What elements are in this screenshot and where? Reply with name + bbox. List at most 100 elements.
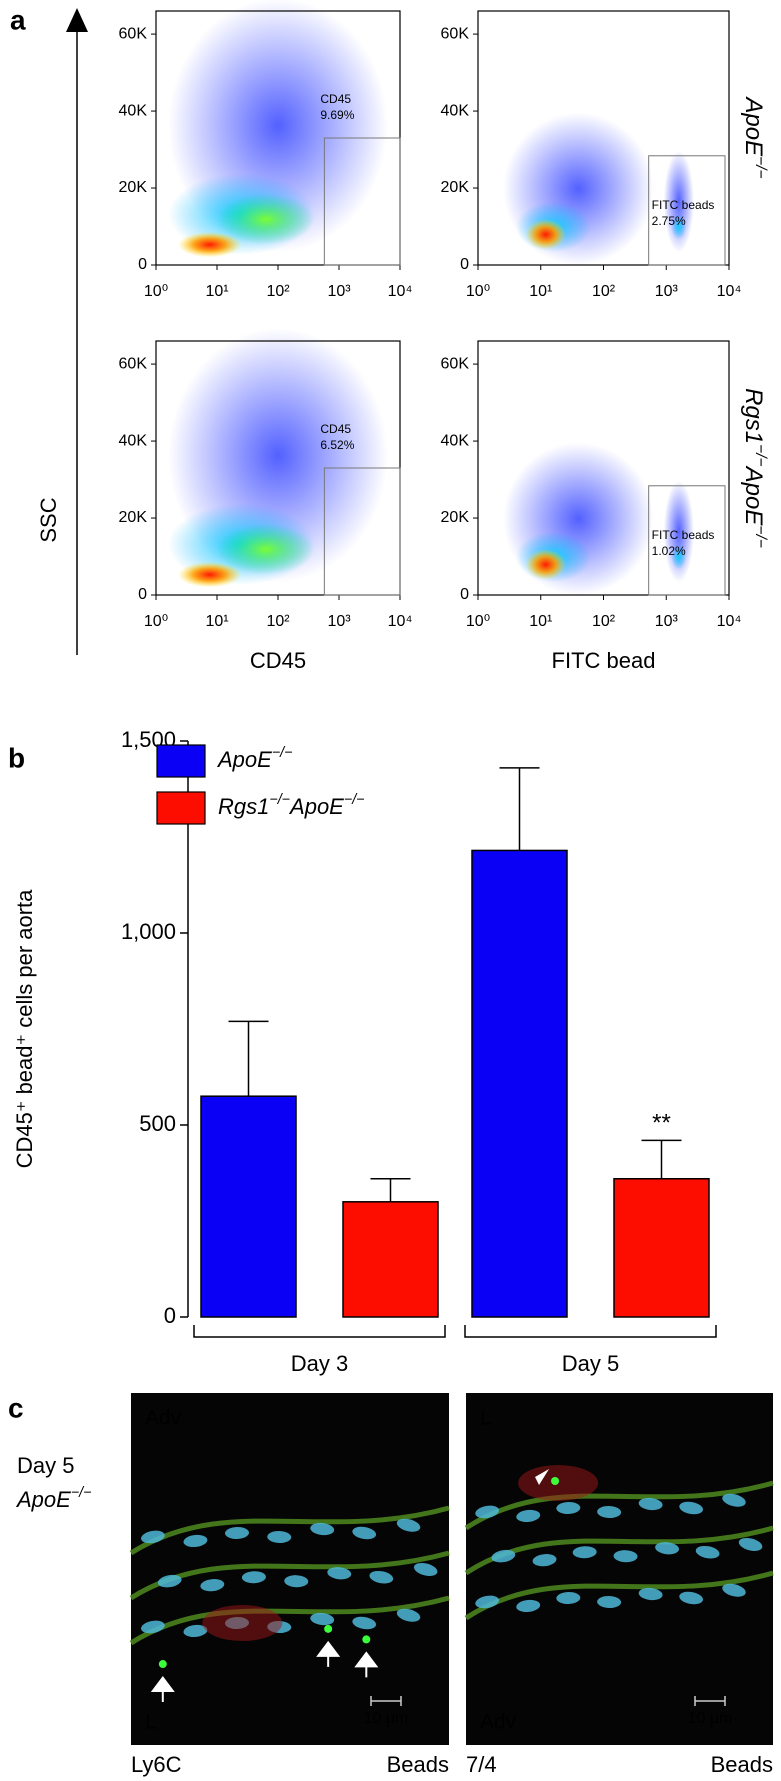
flow-plot: 10⁰ 10¹ 10² 10³ 10⁴ 0 20K 40K 60K CD45 9.69% — [119, 0, 412, 300]
gate-percent: 6.52% — [320, 438, 354, 452]
row-label: ApoE−/− — [15, 1485, 92, 1512]
bead — [324, 1624, 333, 1633]
nucleus — [638, 1587, 663, 1601]
significance: ** — [652, 1110, 671, 1137]
region-label: Adv — [145, 1407, 182, 1430]
region-label: Adv — [480, 1711, 517, 1734]
y-tick-label: 60K — [119, 355, 148, 372]
nucleus — [241, 1571, 266, 1584]
x-tick-label: 10¹ — [529, 613, 552, 630]
region-label: L — [145, 1711, 157, 1734]
x-tick-label: 10³ — [327, 613, 351, 630]
y-tick-label: 500 — [139, 1111, 176, 1136]
nucleus — [655, 1542, 680, 1555]
legend-label: ApoE−/− — [216, 745, 293, 772]
y-tick-label: 20K — [441, 509, 470, 526]
panel-label: a — [10, 4, 26, 35]
nucleus — [413, 1562, 438, 1576]
nucleus — [572, 1546, 597, 1559]
nucleus — [722, 1583, 746, 1597]
x-tick-label: 10⁴ — [717, 613, 742, 630]
y-tick-label: 0 — [164, 1303, 176, 1328]
nucleus — [225, 1526, 249, 1540]
nucleus — [141, 1620, 165, 1634]
arrow — [354, 1651, 379, 1678]
elastic-lamina — [464, 1570, 774, 1621]
density-cloud — [525, 549, 566, 580]
red-stain — [202, 1605, 283, 1641]
elastic-lamina — [129, 1595, 450, 1646]
x-tick-label: 10¹ — [529, 283, 552, 300]
legend-swatch — [156, 744, 206, 778]
axis-label: FITC bead — [552, 648, 656, 673]
x-tick-label: 10⁰ — [466, 613, 490, 630]
y-tick-label: 0 — [138, 586, 147, 603]
bar — [471, 849, 568, 1318]
axis-label: CD45 — [250, 648, 306, 673]
density-cloud — [525, 219, 566, 250]
scale-bar-label: 10 μm — [688, 1710, 733, 1727]
scale-bar — [694, 1696, 726, 1706]
nucleus — [638, 1497, 663, 1511]
gate-percent: 9.69% — [320, 108, 354, 122]
x-tick-label: 10² — [592, 613, 616, 630]
stain-label: Ly6C — [131, 1752, 182, 1777]
nucleus — [267, 1530, 292, 1544]
nucleus — [679, 1591, 703, 1605]
nucleus — [556, 1501, 581, 1515]
nucleus — [183, 1534, 208, 1548]
panel-label: c — [8, 1392, 24, 1423]
x-tick-label: 10² — [266, 283, 290, 300]
nucleus — [556, 1591, 581, 1605]
error-bar — [370, 1178, 411, 1202]
nucleus — [310, 1522, 335, 1536]
panel-label: b — [8, 742, 25, 773]
bead — [551, 1477, 560, 1485]
nucleus — [597, 1595, 622, 1609]
density-cloud — [177, 561, 242, 588]
nucleus — [352, 1616, 377, 1630]
nucleus — [369, 1570, 394, 1584]
nucleus — [516, 1509, 541, 1523]
group-bracket — [193, 1325, 446, 1338]
error-bar — [228, 1020, 269, 1097]
gate — [648, 485, 726, 596]
x-tick-label: 10² — [266, 613, 290, 630]
gate-name: CD45 — [320, 92, 351, 106]
x-tick-label: 10⁰ — [144, 613, 168, 630]
gate-name: FITC beads — [652, 528, 715, 542]
stain-label: Beads — [387, 1752, 449, 1777]
region-label: L — [480, 1407, 492, 1430]
x-tick-label: 10⁴ — [717, 283, 742, 300]
y-tick-label: 0 — [460, 256, 469, 273]
error-bar — [499, 767, 540, 851]
nucleus — [396, 1518, 421, 1532]
nucleus — [475, 1505, 500, 1519]
y-tick-label: 60K — [441, 25, 470, 42]
stain-label: Beads — [711, 1752, 773, 1777]
nucleus — [183, 1624, 208, 1638]
bead — [362, 1635, 371, 1644]
y-tick-label: 1,000 — [121, 919, 176, 944]
x-tick-label: Day 3 — [291, 1351, 348, 1376]
density-cloud — [671, 214, 687, 240]
y-tick-label: 40K — [119, 102, 148, 119]
nucleus — [613, 1550, 638, 1563]
nucleus — [327, 1567, 352, 1580]
scale-bar — [370, 1696, 402, 1706]
flow-plot: 10⁰ 10¹ 10² 10³ 10⁴ 0 20K 40K 60K CD45 6.52% — [119, 328, 412, 630]
y-tick-label: 60K — [119, 25, 148, 42]
nucleus — [310, 1612, 335, 1626]
gate — [323, 137, 401, 266]
gate-name: FITC beads — [652, 198, 715, 212]
nucleus — [491, 1549, 516, 1563]
legend-label: Rgs1−/−ApoE−/− — [218, 792, 365, 819]
legend-swatch — [156, 791, 206, 825]
nucleus — [396, 1608, 421, 1622]
y-tick-label: 40K — [441, 432, 470, 449]
gate — [323, 467, 401, 596]
x-tick-label: 10³ — [655, 613, 679, 630]
nucleus — [738, 1537, 763, 1551]
y-tick-label: 40K — [119, 432, 148, 449]
